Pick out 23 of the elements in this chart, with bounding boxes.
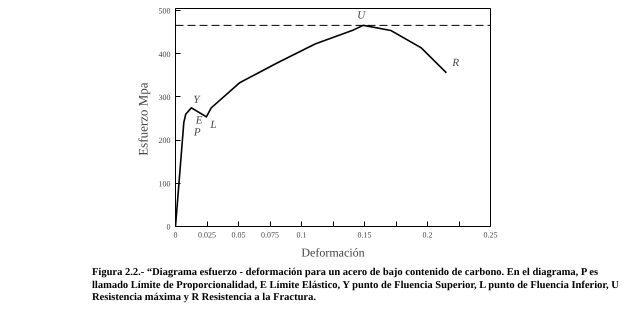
- x-tick-label: 0.2: [422, 230, 432, 240]
- y-tick-label: 300: [158, 92, 170, 102]
- annotation: Y: [193, 94, 202, 106]
- annotation: L: [209, 118, 216, 131]
- annotation: U: [357, 9, 366, 22]
- annotation: P: [192, 126, 201, 138]
- x-tick-label: 0.1: [296, 230, 306, 240]
- y-tick-label: 0: [166, 222, 170, 232]
- x-tick-label: 0.05: [232, 230, 246, 240]
- x-axis-title: Deformación: [301, 246, 365, 260]
- y-axis-title: Esfuerzo Mpa: [136, 82, 150, 156]
- x-tick-label: 0: [174, 230, 178, 240]
- y-tick-label: 500: [158, 6, 170, 16]
- y-tick-label: 200: [158, 136, 170, 146]
- annotation: E: [194, 114, 203, 126]
- x-tick-label: 0.075: [261, 230, 279, 240]
- x-tick-label: 0.25: [484, 230, 498, 240]
- annotation: R: [451, 56, 460, 69]
- y-tick-label: 100: [158, 179, 170, 188]
- text: Figura 2.2.- “Diagrama esfuerzo - deformación para un acero de bajo contenido de carbono. En el diagrama, P es llamado Límite de Proporcionalidad, E Límite Elástico, Y punto de Fluencia Superior, L punto de Fluencia Inferior, U Resistencia máxima y R Resistencia a la Fractura.: [92, 267, 620, 305]
- y-tick-label: 400: [158, 50, 170, 59]
- x-tick-label: 0.025: [198, 230, 216, 240]
- x-tick-label: 0.15: [358, 230, 372, 240]
